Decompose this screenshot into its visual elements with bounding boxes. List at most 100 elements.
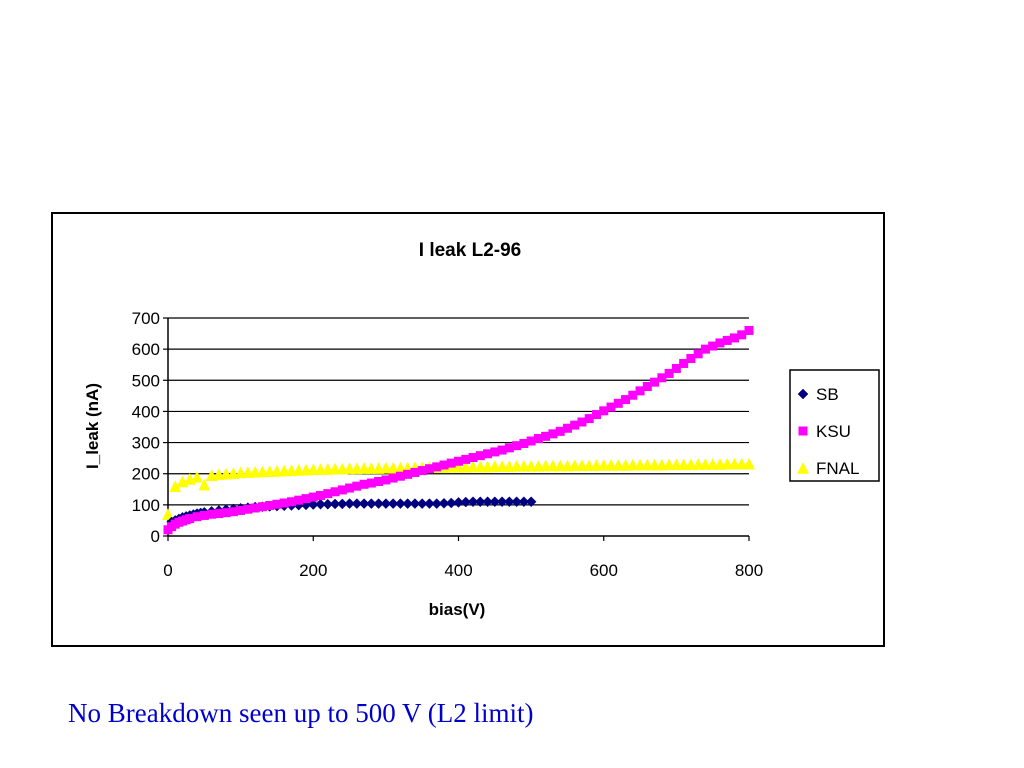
data-point-ksu [366, 478, 376, 488]
data-point-sb [402, 498, 414, 509]
data-point-ksu [439, 460, 449, 470]
data-point-fnal [663, 458, 676, 471]
data-point-sb [496, 496, 508, 508]
data-point-ksu [301, 494, 311, 504]
data-point-sb [315, 498, 326, 510]
data-point-ksu [323, 489, 333, 499]
data-point-ksu [744, 325, 754, 335]
data-point-ksu [228, 507, 238, 517]
data-point-ksu [519, 439, 529, 449]
data-point-ksu [621, 395, 631, 405]
data-point-ksu [483, 449, 493, 459]
data-point-ksu [526, 436, 536, 446]
data-point-fnal [699, 458, 712, 470]
data-point-ksu [729, 333, 739, 343]
data-point-sb [467, 496, 479, 508]
data-point-sb [329, 498, 341, 510]
data-point-ksu [628, 390, 638, 400]
data-point-fnal [474, 460, 487, 473]
data-point-fnal [467, 460, 479, 473]
data-point-fnal [510, 459, 523, 472]
data-point-fnal [162, 508, 174, 520]
data-point-ksu [330, 487, 340, 497]
data-point-fnal [539, 459, 552, 472]
data-point-ksu [286, 497, 296, 507]
data-point-fnal [692, 458, 705, 470]
data-point-ksu [599, 406, 609, 416]
y-tick-label: 500 [132, 371, 160, 390]
data-point-sb [409, 498, 421, 509]
data-point-ksu [388, 473, 398, 483]
legend: SB KSU FNAL [789, 369, 880, 482]
data-point-ksu [410, 467, 420, 477]
data-point-ksu [577, 417, 587, 427]
chart-svg: I leak L2-96 0 100 200 300 400 500 600 700 0 200 4… [83, 240, 880, 619]
y-tick-label: 0 [151, 527, 160, 546]
data-point-sb [489, 496, 501, 508]
data-point-ksu [671, 363, 681, 373]
data-point-ksu [490, 447, 500, 457]
data-point-ksu [468, 453, 478, 463]
data-point-ksu [395, 471, 405, 481]
data-point-fnal [605, 458, 617, 471]
data-point-fnal [735, 457, 748, 470]
legend-label-fnal: FNAL [816, 459, 859, 478]
data-point-ksu [555, 426, 565, 436]
data-point-sb [380, 498, 392, 509]
data-point-ksu [279, 498, 289, 508]
y-tick-label: 400 [132, 402, 160, 421]
legend-marker-fnal [797, 461, 809, 474]
data-point-fnal [634, 458, 646, 471]
data-point-fnal [554, 459, 567, 472]
data-point-ksu [221, 508, 231, 518]
data-point-ksu [497, 445, 507, 455]
data-point-ksu [700, 344, 710, 354]
data-point-ksu [533, 434, 543, 444]
y-tick-label: 300 [132, 434, 160, 453]
x-axis-label: bias(V) [429, 600, 486, 619]
data-point-ksu [461, 454, 471, 464]
data-point-sb [365, 498, 377, 509]
data-point-sb [344, 498, 355, 509]
data-point-ksu [337, 485, 347, 495]
data-point-ksu [715, 338, 725, 348]
data-point-fnal [721, 457, 734, 470]
data-point-ksu [265, 500, 275, 510]
data-point-ksu [199, 510, 209, 520]
data-point-ksu [548, 429, 558, 439]
data-point-ksu [243, 504, 253, 514]
data-point-ksu [708, 341, 718, 351]
data-point-ksu [475, 451, 485, 461]
data-point-fnal [343, 462, 356, 475]
data-point-ksu [250, 503, 260, 513]
data-point-ksu [570, 420, 580, 430]
legend-label-sb: SB [816, 385, 839, 404]
data-point-sb [416, 498, 428, 509]
data-point-fnal [728, 457, 741, 470]
data-point-ksu [584, 414, 594, 424]
data-point-ksu [214, 509, 224, 519]
data-point-sb [395, 498, 406, 509]
data-point-ksu [381, 475, 391, 485]
legend-label-ksu: KSU [816, 422, 851, 441]
data-point-fnal [626, 458, 639, 471]
tick-labels: 0 100 200 300 400 500 600 700 0 200 400 600 800 [132, 309, 764, 580]
data-point-fnal [597, 458, 610, 471]
data-point-fnal [496, 460, 508, 472]
data-point-ksu [650, 377, 660, 387]
data-point-sb [511, 496, 522, 508]
data-point-ksu [606, 402, 616, 412]
data-point-sb [351, 498, 363, 509]
data-point-sb [387, 498, 399, 509]
data-point-ksu [185, 514, 195, 524]
data-point-ksu [613, 398, 623, 408]
data-point-ksu [192, 512, 202, 522]
data-point-ksu [693, 349, 703, 359]
data-point-fnal [670, 458, 683, 471]
data-point-fnal [547, 459, 559, 472]
data-point-ksu [272, 499, 282, 509]
data-point-ksu [541, 431, 551, 441]
data-point-sb [474, 496, 486, 508]
data-point-ksu [359, 479, 369, 489]
data-point-fnal [452, 460, 465, 473]
